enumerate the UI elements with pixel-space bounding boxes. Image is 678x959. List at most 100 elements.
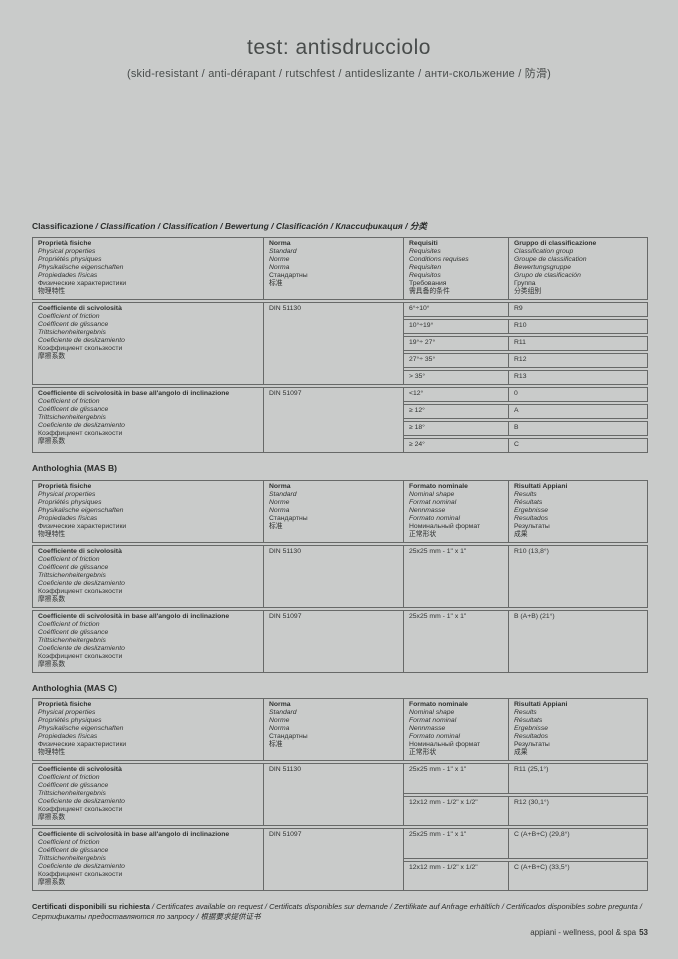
cell-line: 标准 [269,280,283,287]
cell-line: Format nominal [409,499,457,506]
cell-line: Results [514,709,537,716]
table-row: Coefficiente di scivolosità in base all'… [32,828,648,891]
cell-line: Requisitos [409,272,441,279]
cell-line: Propriétés physiques [38,499,102,506]
cell-line: 分类组别 [514,288,542,295]
requisito-value-cell: <12° [404,387,509,402]
cell-line: Proprietà fisiche [38,240,92,247]
norma-cell: DIN 51097 [264,387,404,453]
risultati-header-cell: Risultati Appiani Results Résultats Ergebni… [509,698,648,761]
formato-value-cell: 25x25 mm - 1" x 1" [404,828,509,859]
gruppo-value-cell: A [509,404,648,419]
cell-line: Coeficiente de deslizamiento [38,798,125,805]
cell-line: Norma [269,264,290,271]
cell-line: Коэффициент скользкости [38,806,123,813]
cell-line: Résultats [514,499,543,506]
cell-line: Groupe de classification [514,256,587,263]
cell-line: Physical properties [38,491,96,498]
table-row: Coefficiente di scivolosità in base all'… [32,387,648,453]
cell-line: Trittsichenheitergebnis [38,572,106,579]
cell-line: 标准 [269,523,283,530]
certificates-note: Certificati disponibili su richiesta / Ce… [32,902,648,921]
footer-brand: appiani - wellness, pool & spa [530,928,637,937]
cell-line: Proprietà fisiche [38,483,92,490]
cell-line: 标准 [269,741,283,748]
cell-line: Коэффициент скользкости [38,588,123,595]
cell-line: Standard [269,491,297,498]
cell-line: Coeficiente de deslizamiento [38,422,125,429]
norma-header-cell: Norma Standard Norme Norma Стандартны 标准 [264,480,404,543]
cell-line: Coefficient of friction [38,313,100,320]
table-row: > 35° R13 [32,370,648,385]
table-header-row: Proprietà fisiche Physical properties Prop… [32,237,648,300]
cell-line: Propiedades físicas [38,733,98,740]
cell-line: Coefficiente di scivolosità [38,548,122,555]
risultato-value-cell: R11 (25,1°) [509,763,648,794]
cell-line: Coefficient of friction [38,398,100,405]
cell-line: 摩擦系数 [38,353,66,360]
cell-line: Grupo de clasificación [514,272,581,279]
requisito-value-cell: ≥ 24° [404,438,509,453]
formato-value-cell: 25x25 mm - 1" x 1" [404,610,509,673]
cell-line: 摩擦系数 [38,879,66,886]
cell-line: Стандартны [269,733,308,740]
property-cell: Coefficiente di scivolosità in base all'… [32,828,264,891]
cell-line: Propriétés physiques [38,256,102,263]
section-classification: Classificazione / Classification / Classi… [32,221,648,455]
cell-line: 正常形状 [409,749,437,756]
requisito-value-cell: 19°÷ 27° [404,336,509,351]
cell-line: Formato nominale [409,483,468,490]
cell-line: Physical properties [38,248,96,255]
cell-line: 物理特性 [38,749,66,756]
cell-line: Trittsichenheitergebnis [38,329,106,336]
risultato-value-cell: R12 (30,1°) [509,795,648,826]
requisito-value-cell: 27°÷ 35° [404,353,509,368]
cell-line: Propiedades físicas [38,515,98,522]
requisiti-header-cell: Requisiti Requisites Conditions requises Re… [404,237,509,300]
cell-line: Coefficient of friction [38,556,100,563]
cell-line: 摩擦系数 [38,814,66,821]
cell-line: Coéfficent de glissance [38,321,109,328]
cell-line: Coefficiente di scivolosità in base all'… [38,390,230,397]
formato-value-cell: 25x25 mm - 1" x 1" [404,545,509,608]
cell-line: Trittsichenheitergebnis [38,790,106,797]
cell-line: Coeficiente de deslizamiento [38,580,125,587]
cell-line: Coefficiente di scivolosità [38,305,122,312]
cell-line: Требования [409,280,447,287]
cell-line: Résultats [514,717,543,724]
cell-line: Requisites [409,248,441,255]
section-mas-c: Anthologhia (MAS C) Proprietà fisiche Phy… [32,683,648,893]
page-subtitle: (skid-resistant / anti-dérapant / rutsch… [126,68,552,80]
classification-table: Proprietà fisiche Physical properties Prop… [32,235,648,455]
table-header-row: Proprietà fisiche Physical properties Prop… [32,480,648,543]
cell-line: Trittsichenheitergebnis [38,855,106,862]
cell-line: Физические характеристики [38,280,127,287]
cell-line: Coefficient of friction [38,774,100,781]
cell-line: Physikalische eigenschaften [38,507,124,514]
cell-line: Requisiti [409,240,438,247]
cell-line: 成果 [514,531,528,538]
section-title-translations: / Classification / Classification / Bewe… [95,221,427,231]
formato-value-cell: 25x25 mm - 1" x 1" [404,763,509,794]
norma-cell: DIN 51130 [264,545,404,608]
table-row: Coefficiente di scivolosità in base all'… [32,610,648,673]
table-row: ≥ 18° B [32,421,648,436]
page-title: test: antisdrucciolo [247,36,431,59]
cell-line: Formato nominal [409,733,460,740]
cell-line: Norma [269,483,291,490]
cell-line: 物理特性 [38,531,66,538]
cell-line: 摩擦系数 [38,661,66,668]
cell-line: Trittsichenheitergebnis [38,637,106,644]
cell-line: Coeficiente de deslizamiento [38,863,125,870]
section-title-mas-c: Anthologhia (MAS C) [32,683,648,693]
section-title-classification: Classificazione / Classification / Classi… [32,221,648,231]
cell-line: Conditions requises [409,256,469,263]
cell-line: Коэффициент скользкости [38,871,123,878]
norma-cell: DIN 51130 [264,763,404,826]
cell-line: Coefficiente di scivolosità in base all'… [38,613,230,620]
table-row: 12x12 mm - 1/2" x 1/2" C (A+B+C) (33,5°) [32,860,648,891]
certificates-note-translations: / Certificates available on request / Ce… [32,902,642,921]
cell-line: Norma [269,507,290,514]
cell-line: Номинальный формат [409,523,481,530]
